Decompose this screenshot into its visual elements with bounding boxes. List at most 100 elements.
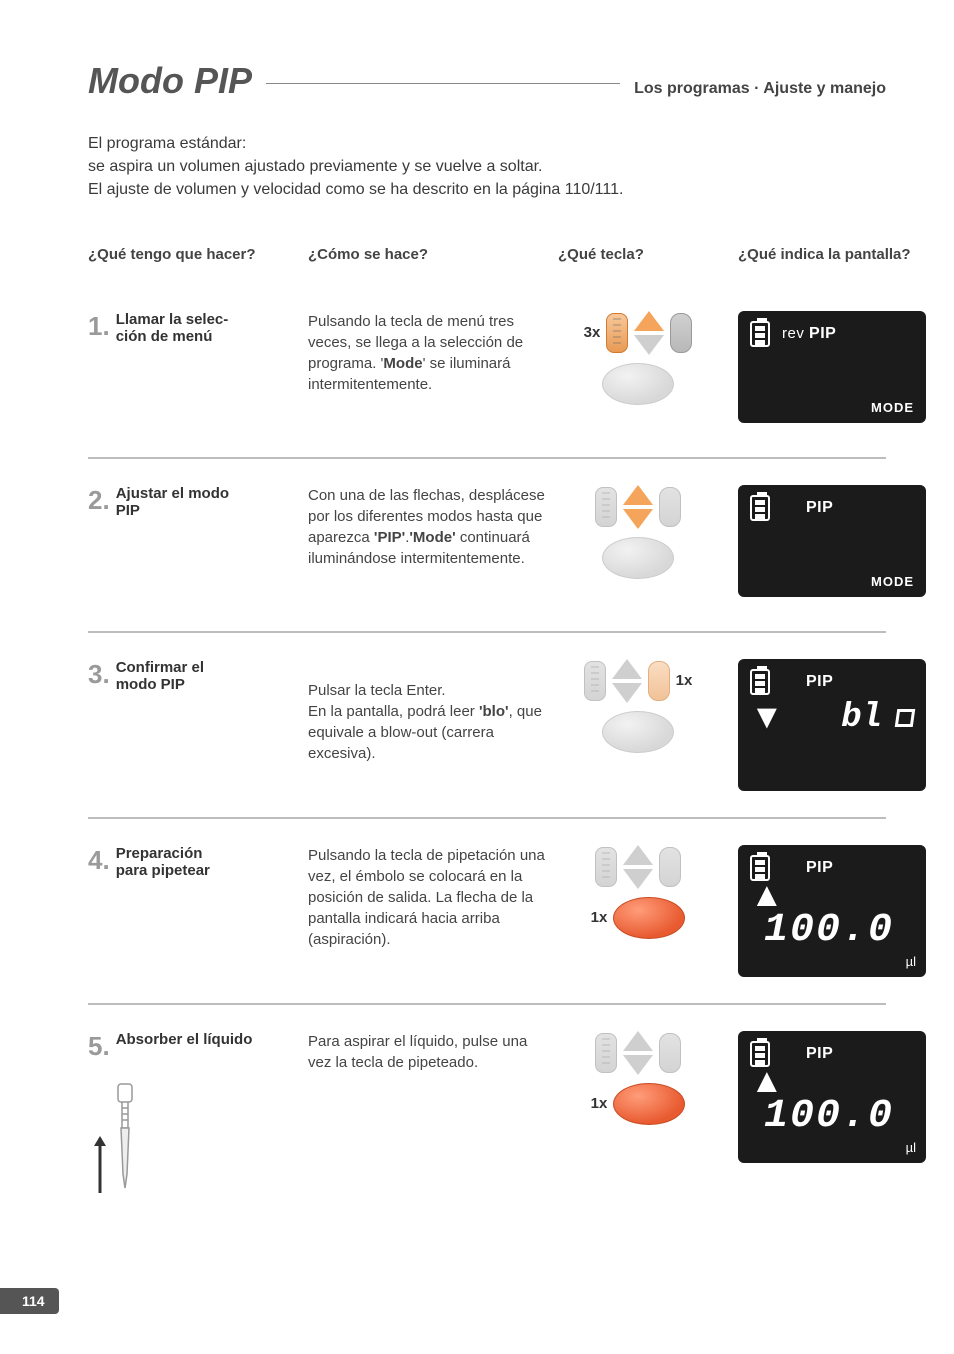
step-title-line: Preparación	[116, 845, 203, 862]
display-mode-label: rev PIP	[782, 325, 836, 343]
press-count: 3x	[584, 324, 601, 341]
battery-icon	[750, 855, 770, 881]
step-title-line: PIP	[116, 502, 140, 519]
up-arrow-icon	[612, 659, 642, 679]
enter-button-icon	[659, 1033, 681, 1073]
down-arrow-icon	[612, 683, 642, 703]
display-mode-word: MODE	[871, 400, 914, 415]
display-mode: PIP	[809, 325, 836, 342]
page-number: 114	[0, 1288, 59, 1314]
menu-button-icon	[584, 661, 606, 701]
display-panel: rev PIP MODE	[738, 311, 926, 423]
step-heading: 5. Absorber el líquido	[88, 1031, 298, 1198]
display-value: 100.0	[750, 1097, 914, 1137]
key-graphic	[558, 485, 718, 605]
arrow-buttons-icon	[623, 485, 653, 529]
step-heading: 3. Confirmar el modo PIP	[88, 659, 298, 693]
step-number: 2.	[88, 485, 110, 519]
col-header: ¿Cómo se hace?	[308, 246, 548, 263]
step-body: Para aspirar el líquido, pulse una vez l…	[308, 1031, 548, 1073]
intro-line: se aspira un volumen ajustado previament…	[88, 155, 886, 178]
up-arrow-icon	[623, 1031, 653, 1051]
display-panel: PIP ▲ 100.0 µl	[738, 1031, 926, 1163]
display-mode-label: PIP	[806, 499, 833, 517]
arrow-buttons-icon	[634, 311, 664, 355]
display-rev: rev	[782, 325, 809, 342]
up-arrow-icon	[623, 485, 653, 505]
up-arrow-icon	[623, 845, 653, 865]
step-body: Pulsando la tecla de pipe­tación una vez…	[308, 845, 548, 950]
step-body: Con una de las flechas, des­plácese por …	[308, 485, 548, 569]
col-header: ¿Qué tecla?	[558, 246, 728, 263]
step-text-bold: Mode	[383, 355, 422, 372]
display-mode-label: PIP	[806, 859, 833, 877]
page: Modo PIP Los programas · Ajuste y manejo…	[0, 0, 954, 1354]
down-arrow-icon	[623, 869, 653, 889]
step-heading: 4. Preparación para pipetear	[88, 845, 298, 879]
step-text: Pulsar la tecla Enter. En la pantalla, p…	[308, 682, 479, 720]
down-arrow-icon	[634, 335, 664, 355]
step-text-bold: 'Mode'	[409, 529, 455, 546]
display-mode-label: PIP	[806, 673, 833, 691]
step-title: Preparación para pipetear	[116, 845, 210, 879]
display-panel: PIP ▲ 100.0 µl	[738, 845, 926, 977]
display-square-icon	[895, 709, 916, 727]
display-mode-label: PIP	[806, 1045, 833, 1063]
step-title-line: ción de menú	[116, 328, 213, 345]
step-row: 1. Llamar la selec- ción de menú Pulsand…	[88, 285, 886, 457]
down-arrow-icon	[623, 1055, 653, 1075]
key-graphic: 1x	[558, 845, 718, 965]
steps-list: 1. Llamar la selec- ción de menú Pulsand…	[88, 285, 886, 1224]
step-title-line: modo PIP	[116, 676, 185, 693]
enter-button-icon	[648, 661, 670, 701]
step-number: 3.	[88, 659, 110, 693]
step-text-bold: 'PIP'	[374, 529, 405, 546]
step-number: 5.	[88, 1031, 110, 1062]
display-unit: µl	[906, 954, 916, 969]
step-row: 4. Preparación para pipetear Pulsando la…	[88, 817, 886, 1003]
display-segment: bl	[841, 699, 882, 737]
col-header: ¿Qué tengo que hacer?	[88, 246, 298, 263]
pipette-button-icon	[602, 537, 674, 579]
step-title: Confirmar el modo PIP	[116, 659, 204, 693]
arrow-buttons-icon	[623, 845, 653, 889]
breadcrumb: Los programas · Ajuste y manejo	[634, 80, 886, 98]
step-heading: 1. Llamar la selec- ción de menú	[88, 311, 298, 345]
step-row: 5. Absorber el líquido	[88, 1003, 886, 1224]
arrow-buttons-icon	[623, 1031, 653, 1075]
title-rule	[266, 83, 620, 84]
step-title: Ajustar el modo PIP	[116, 485, 229, 519]
step-number: 4.	[88, 845, 110, 879]
enter-button-icon	[670, 313, 692, 353]
step-body: Pulsar la tecla Enter. En la pantalla, p…	[308, 659, 548, 764]
down-arrow-icon	[623, 509, 653, 529]
intro-text: El programa estándar: se aspira un volum…	[88, 132, 886, 202]
battery-icon	[750, 321, 770, 347]
display-panel: PIP MODE	[738, 485, 926, 597]
press-count: 1x	[676, 672, 693, 689]
display-panel: PIP ▼ bl	[738, 659, 926, 791]
down-indicator-icon: ▼	[750, 707, 784, 727]
step-title-line: para pipetear	[116, 862, 210, 879]
step-title-line: Llamar la selec-	[116, 311, 229, 328]
step-title-line: Confirmar el	[116, 659, 204, 676]
step-body: Pulsando la tecla de menú tres veces, se…	[308, 311, 548, 395]
arrow-buttons-icon	[612, 659, 642, 703]
battery-icon	[750, 1041, 770, 1067]
key-graphic: 3x	[558, 311, 718, 431]
display-mode-word: MODE	[871, 574, 914, 589]
step-text-bold: 'blo'	[479, 703, 509, 720]
key-graphic: 1x	[558, 659, 718, 779]
col-header: ¿Qué indica la pantalla?	[738, 246, 928, 263]
up-indicator-icon: ▲	[750, 1071, 784, 1091]
menu-button-icon	[606, 313, 628, 353]
battery-icon	[750, 495, 770, 521]
pipette-button-icon	[613, 897, 685, 939]
pipette-button-icon	[613, 1083, 685, 1125]
header: Modo PIP Los programas · Ajuste y manejo	[88, 60, 886, 102]
display-value: 100.0	[750, 911, 914, 951]
enter-button-icon	[659, 487, 681, 527]
battery-icon	[750, 669, 770, 695]
page-title: Modo PIP	[88, 60, 252, 102]
step-title: Llamar la selec- ción de menú	[116, 311, 229, 345]
